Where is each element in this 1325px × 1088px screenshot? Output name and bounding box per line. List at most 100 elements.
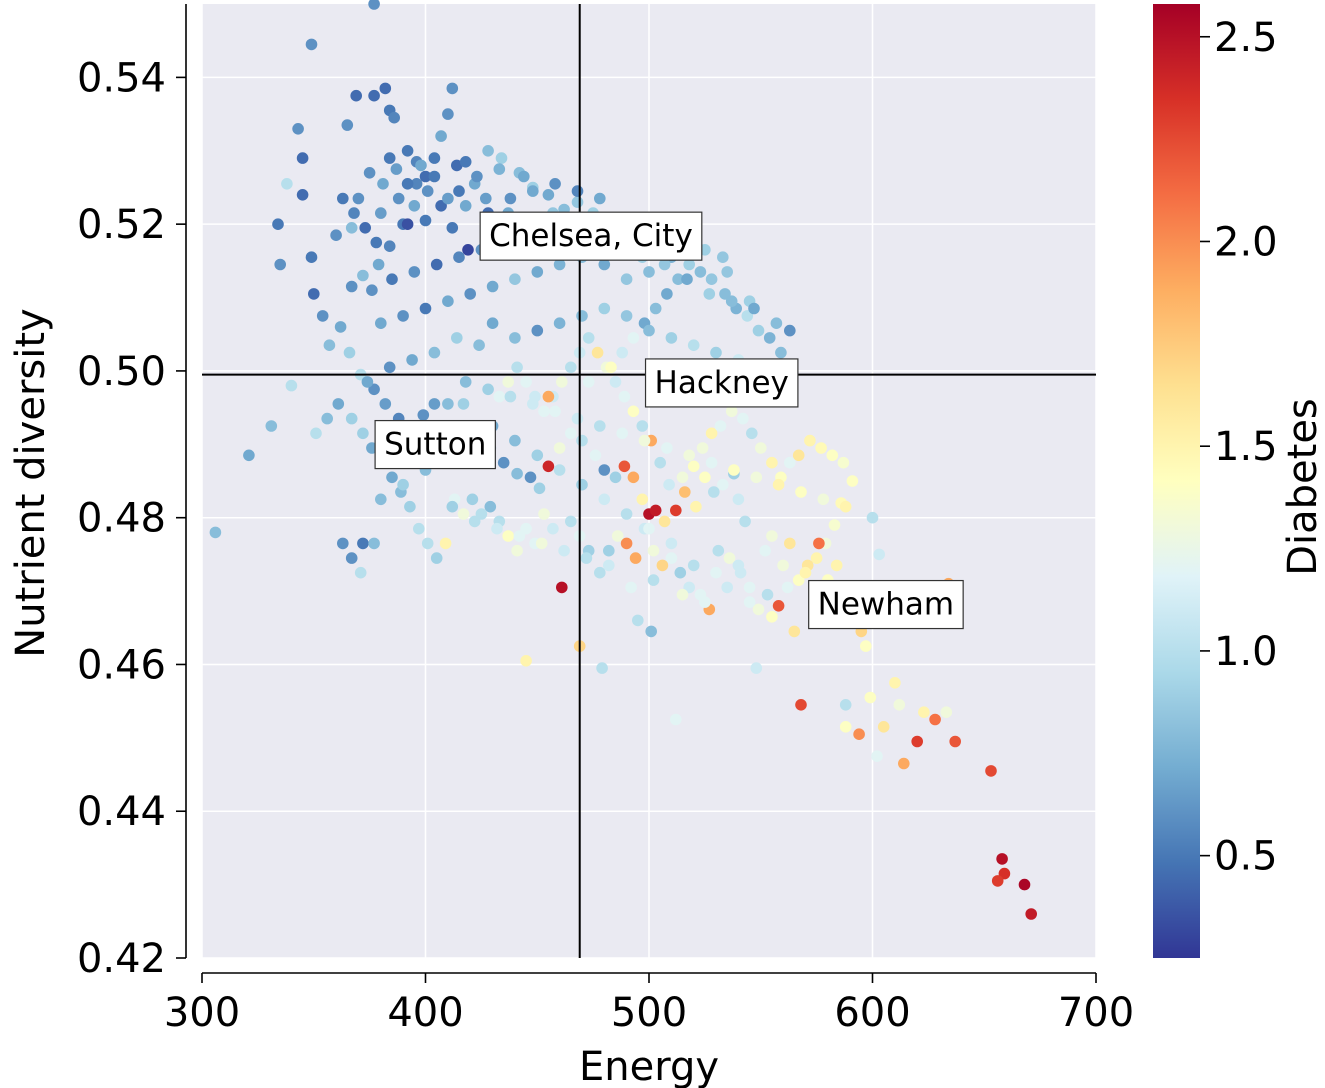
data-point-40 [421, 185, 434, 197]
data-point-108 [743, 581, 756, 594]
x-tick-label-3: 600 [834, 990, 910, 1036]
data-point-2 [292, 123, 304, 135]
data-point-199 [830, 559, 843, 572]
data-point-396 [676, 588, 689, 601]
data-point-210 [676, 471, 689, 484]
data-point-196 [873, 548, 885, 561]
data-point-306 [442, 192, 454, 205]
data-point-182 [911, 735, 923, 748]
data-point-363 [839, 500, 852, 513]
data-point-202 [766, 530, 778, 542]
data-point-270 [453, 251, 465, 263]
data-point-324 [725, 295, 738, 308]
data-point-13 [345, 222, 358, 234]
data-point-94 [815, 442, 827, 454]
y-tick-label-1: 0.44 [77, 789, 166, 835]
data-point-79 [670, 504, 682, 517]
data-point-290 [571, 185, 584, 197]
data-point-53 [379, 398, 392, 410]
data-point-255 [620, 273, 633, 286]
data-point-190 [991, 875, 1004, 887]
axes: 300 400 500 600 700 0.42 0.44 0.46 0.48 0.50 0.52 0… [77, 4, 1134, 1036]
data-point-208 [699, 471, 711, 484]
data-point-138 [466, 493, 479, 506]
data-point-291 [594, 192, 606, 205]
data-point-215 [627, 405, 640, 418]
data-point-329 [531, 324, 544, 337]
data-point-7 [281, 178, 293, 190]
data-point-346 [459, 376, 472, 388]
data-point-351 [571, 412, 584, 425]
data-point-158 [209, 526, 222, 539]
data-point-357 [705, 456, 718, 469]
x-tick-label-4: 700 [1058, 990, 1134, 1036]
data-point-160 [345, 552, 358, 564]
data-point-67 [553, 442, 566, 454]
data-point-144 [413, 522, 425, 535]
data-point-256 [598, 258, 611, 271]
data-point-114 [683, 581, 695, 594]
data-point-388 [491, 522, 503, 535]
data-point-377 [553, 464, 566, 476]
data-point-1 [368, 0, 380, 10]
colorbar-title: Diabetes [1280, 398, 1325, 576]
data-point-332 [598, 302, 611, 315]
data-point-397 [699, 596, 711, 608]
data-point-75 [636, 493, 649, 506]
colorbar-tick-label-3: 2.0 [1214, 219, 1278, 265]
data-point-400 [766, 611, 778, 623]
data-point-155 [285, 379, 298, 392]
data-point-219 [591, 346, 604, 359]
data-point-349 [527, 398, 539, 410]
annotation-box-0 [479, 211, 703, 261]
data-point-185 [940, 706, 953, 718]
data-point-136 [484, 500, 497, 513]
data-point-72 [609, 471, 622, 484]
data-point-88 [755, 442, 767, 454]
data-point-294 [453, 185, 465, 197]
data-point-395 [647, 574, 660, 586]
data-point-8 [308, 288, 320, 300]
data-point-147 [386, 471, 398, 484]
data-point-267 [386, 273, 398, 286]
data-point-129 [547, 522, 559, 535]
data-point-292 [419, 214, 432, 227]
annotation-3: Newham [808, 579, 964, 630]
data-point-365 [777, 559, 789, 572]
y-tick-label-4: 0.50 [77, 349, 166, 395]
data-point-303 [392, 192, 405, 205]
data-point-299 [359, 222, 372, 234]
data-point-301 [352, 192, 365, 205]
data-point-12 [337, 192, 349, 205]
data-point-360 [772, 478, 785, 491]
data-point-371 [687, 559, 700, 572]
data-point-139 [457, 508, 470, 520]
data-point-124 [594, 566, 606, 579]
data-point-321 [658, 258, 671, 271]
data-point-43 [383, 240, 396, 252]
data-point-269 [430, 258, 443, 271]
data-point-222 [565, 361, 577, 374]
data-point-211 [663, 478, 675, 491]
y-tick-label-3: 0.48 [77, 496, 166, 542]
data-point-142 [430, 552, 443, 564]
data-point-261 [486, 280, 499, 293]
colorbar-tick-label-1: 1.0 [1214, 629, 1278, 675]
data-point-364 [759, 544, 771, 557]
data-point-73 [618, 460, 631, 473]
data-point-59 [457, 398, 470, 410]
data-point-65 [533, 482, 546, 495]
data-point-141 [439, 537, 452, 550]
data-point-223 [556, 376, 568, 388]
data-point-309 [390, 163, 403, 175]
data-point-209 [690, 500, 702, 513]
data-point-134 [502, 530, 514, 542]
data-point-323 [703, 288, 716, 300]
data-point-330 [553, 317, 566, 330]
data-point-254 [643, 266, 655, 278]
data-point-341 [451, 332, 463, 344]
data-point-19 [388, 111, 401, 124]
data-point-355 [661, 442, 673, 454]
data-point-77 [649, 504, 662, 517]
data-point-0 [305, 38, 318, 51]
